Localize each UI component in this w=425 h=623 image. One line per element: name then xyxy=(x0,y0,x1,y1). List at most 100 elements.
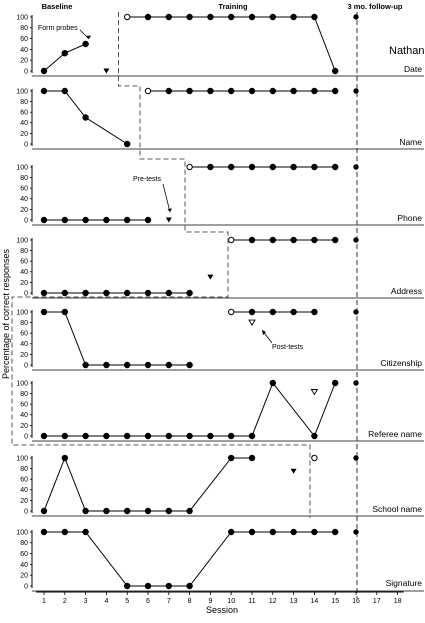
training-series-line xyxy=(44,382,336,437)
data-point xyxy=(61,87,69,95)
y-tick-label: 0 xyxy=(24,290,28,297)
x-tick-label: 10 xyxy=(227,598,235,605)
y-tick-label: 80 xyxy=(20,540,28,547)
baseline-series-line xyxy=(43,43,86,72)
data-point xyxy=(61,216,69,224)
y-tick-label: 80 xyxy=(20,391,28,398)
data-point xyxy=(228,163,235,171)
data-point xyxy=(144,507,152,515)
data-point xyxy=(311,163,318,171)
panel-referee-name: 0 20 40 60 80 100 Referee name xyxy=(16,379,424,442)
baseline-phase-title: Baseline xyxy=(42,2,73,11)
data-point xyxy=(332,379,339,387)
data-point xyxy=(332,163,339,171)
data-point xyxy=(82,289,89,297)
y-tick-label: 0 xyxy=(24,217,28,224)
data-point xyxy=(144,361,152,369)
panel-label: Phone xyxy=(397,213,422,223)
data-point xyxy=(332,236,339,244)
followup-point xyxy=(353,380,359,386)
data-point xyxy=(186,432,193,440)
y-tick-label: 20 xyxy=(20,352,28,359)
data-point xyxy=(82,361,89,369)
y-tick-label: 100 xyxy=(16,455,28,462)
y-tick-label: 60 xyxy=(20,36,28,43)
y-tick-label: 60 xyxy=(20,331,28,338)
panel-label: Signature xyxy=(386,578,423,588)
training-phase-title: Training xyxy=(218,2,248,11)
y-tick-label: 40 xyxy=(20,47,28,54)
data-point xyxy=(40,432,48,440)
y-tick-label: 100 xyxy=(16,529,28,536)
data-point xyxy=(40,507,48,515)
y-tick-label: 40 xyxy=(20,269,28,276)
data-point xyxy=(124,289,131,297)
data-point xyxy=(82,528,89,536)
data-point xyxy=(186,13,193,21)
data-point xyxy=(269,87,276,95)
data-point xyxy=(290,528,297,536)
data-point xyxy=(124,507,131,515)
y-tick-label: 80 xyxy=(20,175,28,182)
data-point xyxy=(228,13,235,21)
data-point xyxy=(82,507,89,515)
data-point xyxy=(144,216,152,224)
open-probe-point xyxy=(311,454,318,462)
data-point xyxy=(248,236,256,244)
pre-tests-annotation: Pre-tests xyxy=(133,176,162,183)
followup-point xyxy=(353,14,359,20)
y-tick-label: 0 xyxy=(24,68,28,75)
y-tick-label: 60 xyxy=(20,402,28,409)
form-probes-annotation-arrowhead xyxy=(86,35,91,39)
followup-point xyxy=(353,309,359,315)
y-tick-label: 20 xyxy=(20,58,28,65)
pre-test-point xyxy=(103,68,110,74)
data-point xyxy=(40,216,48,224)
panel-address: 0 20 40 60 80 100 Address xyxy=(16,236,424,299)
data-point xyxy=(248,87,256,95)
data-point xyxy=(124,432,131,440)
post-tests-annotation: Post-tests xyxy=(272,344,304,351)
y-tick-label: 20 xyxy=(20,207,28,214)
y-tick-label: 40 xyxy=(20,341,28,348)
post-test-point xyxy=(310,389,319,396)
x-tick-label: 12 xyxy=(269,598,277,605)
data-point xyxy=(311,528,318,536)
data-point xyxy=(103,289,110,297)
data-point xyxy=(269,13,276,21)
data-point xyxy=(186,507,193,515)
baseline-series-line xyxy=(44,531,336,587)
data-point xyxy=(290,236,297,244)
y-tick-label: 100 xyxy=(16,164,28,171)
data-point xyxy=(40,528,48,536)
data-point xyxy=(40,67,48,75)
data-point xyxy=(269,236,276,244)
data-point xyxy=(144,13,152,21)
pre-test-point xyxy=(207,274,214,280)
y-tick-label: 100 xyxy=(16,380,28,387)
y-tick-label: 20 xyxy=(20,280,28,287)
y-tick-label: 80 xyxy=(20,99,28,106)
y-tick-label: 80 xyxy=(20,248,28,255)
panel-citizenship: 0 20 40 60 80 100 Citizenship xyxy=(16,308,424,371)
training-series-line xyxy=(127,16,336,72)
data-point xyxy=(332,528,339,536)
x-tick-label: 1 xyxy=(42,598,46,605)
data-point xyxy=(248,528,256,536)
panel-label: Name xyxy=(399,137,422,147)
data-point xyxy=(103,216,110,224)
followup-point xyxy=(353,164,359,170)
data-point xyxy=(82,432,89,440)
x-tick-label: 5 xyxy=(125,598,129,605)
data-point xyxy=(311,308,318,316)
data-point xyxy=(144,432,152,440)
data-point xyxy=(165,13,173,21)
x-axis-title: Session xyxy=(206,605,238,615)
data-point xyxy=(269,528,276,536)
data-point xyxy=(228,87,235,95)
data-point xyxy=(124,582,131,590)
pre-tests-annotation-arrowhead xyxy=(167,208,172,212)
pre-test-point xyxy=(165,217,172,223)
x-tick-label: 3 xyxy=(84,598,88,605)
